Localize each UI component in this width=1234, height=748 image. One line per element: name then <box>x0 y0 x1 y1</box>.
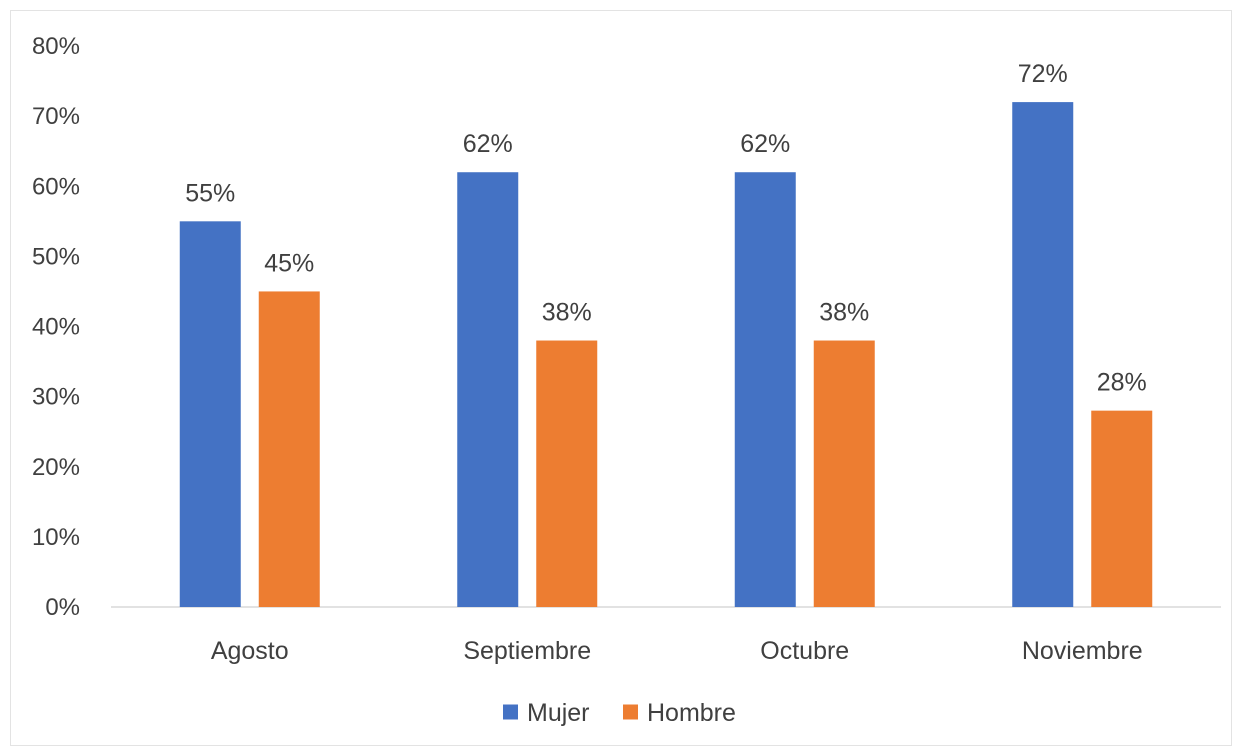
data-label: 62% <box>740 130 790 158</box>
data-label: 28% <box>1097 369 1147 397</box>
data-label: 72% <box>1018 60 1068 88</box>
data-label: 45% <box>264 249 314 277</box>
data-labels: 55% 62% 62% 72% 45% 38% 38% 28% <box>185 60 1147 397</box>
x-tick-label: Septiembre <box>463 637 591 665</box>
y-tick-label: 0% <box>45 594 80 621</box>
x-tick-label: Agosto <box>211 637 289 665</box>
legend-label: Hombre <box>647 699 736 727</box>
legend-label: Mujer <box>527 699 590 727</box>
y-tick-label: 50% <box>32 243 80 270</box>
legend-swatch-hombre <box>623 704 638 720</box>
bar-mujer-septiembre <box>457 172 519 607</box>
bar-hombre-septiembre <box>536 340 598 607</box>
x-axis: Agosto Septiembre Octubre Noviembre <box>111 606 1221 665</box>
legend-swatch-mujer <box>503 704 518 720</box>
bar-hombre-octubre <box>813 340 875 607</box>
bar-mujer-agosto <box>179 221 241 607</box>
legend: Mujer Hombre <box>503 699 736 727</box>
bars <box>179 102 1153 607</box>
bar-mujer-octubre <box>734 172 796 607</box>
bar-hombre-noviembre <box>1091 410 1153 607</box>
data-label: 62% <box>463 130 513 158</box>
y-tick-label: 60% <box>32 173 80 200</box>
bar-hombre-agosto <box>258 291 320 607</box>
y-tick-label: 30% <box>32 384 80 411</box>
y-axis: 0% 10% 20% 30% 40% 50% 60% 70% 80% <box>32 33 80 621</box>
data-label: 55% <box>185 179 235 207</box>
y-tick-label: 10% <box>32 524 80 551</box>
y-tick-label: 40% <box>32 314 80 341</box>
y-tick-label: 70% <box>32 103 80 130</box>
data-label: 38% <box>819 299 869 327</box>
x-tick-label: Noviembre <box>1022 637 1143 665</box>
x-tick-label: Octubre <box>760 637 849 665</box>
data-label: 38% <box>542 299 592 327</box>
y-tick-label: 80% <box>32 33 80 60</box>
y-tick-label: 20% <box>32 454 80 481</box>
bar-mujer-noviembre <box>1012 102 1074 607</box>
